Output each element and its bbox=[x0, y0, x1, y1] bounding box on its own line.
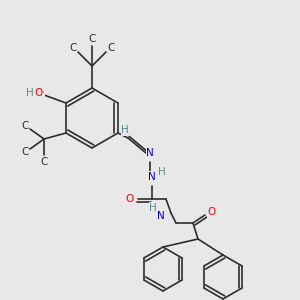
Text: O: O bbox=[34, 88, 42, 98]
Text: C: C bbox=[107, 43, 115, 53]
Text: C: C bbox=[21, 147, 29, 157]
Text: N: N bbox=[157, 211, 165, 221]
Text: N: N bbox=[148, 172, 156, 182]
Text: HO: HO bbox=[28, 88, 44, 98]
Text: H: H bbox=[149, 203, 157, 213]
Text: C: C bbox=[21, 121, 29, 131]
Text: H: H bbox=[121, 125, 129, 135]
Text: C: C bbox=[40, 157, 48, 167]
Text: C: C bbox=[88, 34, 96, 44]
Text: H: H bbox=[26, 88, 34, 98]
Text: O: O bbox=[208, 207, 216, 217]
Text: O: O bbox=[126, 194, 134, 204]
Text: C: C bbox=[69, 43, 77, 53]
Text: H: H bbox=[158, 167, 166, 177]
Text: N: N bbox=[146, 148, 154, 158]
